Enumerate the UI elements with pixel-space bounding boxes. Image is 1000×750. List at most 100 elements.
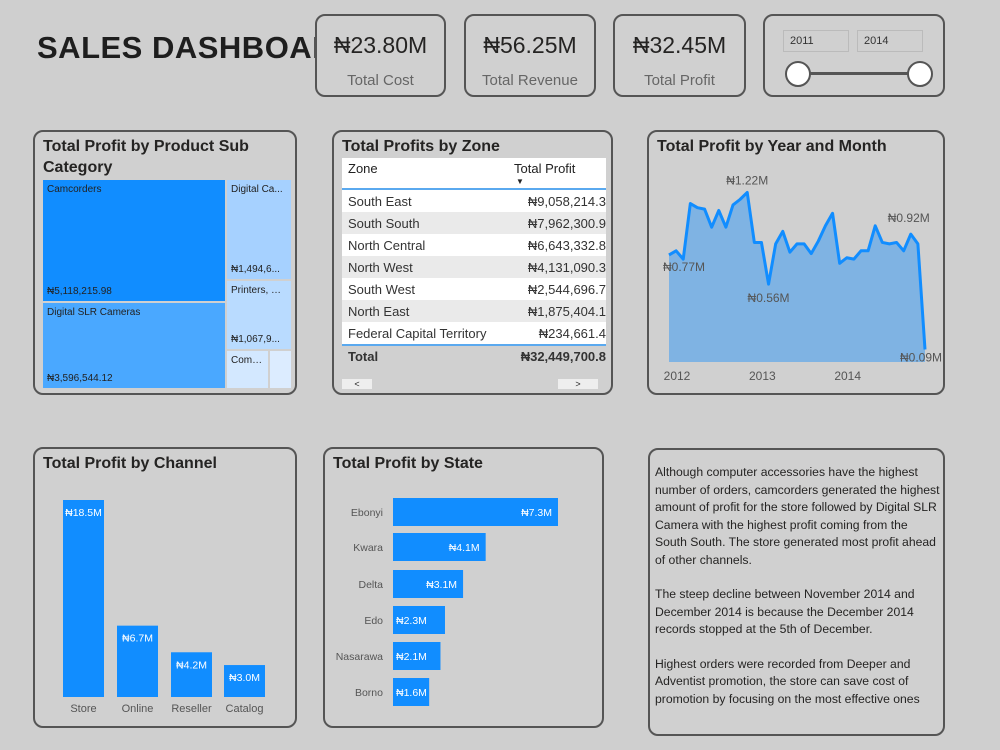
kpi-label: Total Revenue (482, 72, 578, 89)
data-label: ₦1.6M (396, 687, 427, 699)
data-label: ₦2.3M (396, 615, 427, 627)
profit-by-month-panel: Total Profit by Year and Month 2012 2013 2… (647, 130, 945, 395)
data-label: ₦1.22M (726, 173, 768, 187)
scroll-left-button[interactable]: < (342, 379, 372, 389)
state-bar-chart: ₦7.3M Ebonyi ₦4.1M Kwara ₦3.1M Delta ₦2.3M Edo ₦… (336, 498, 558, 706)
kpi-total-cost: ₦23.80M Total Cost (315, 14, 446, 97)
data-label: ₦7.3M (521, 507, 552, 519)
profit-cell: ₦234,661.4 (538, 325, 606, 341)
zone-cell: South East (348, 193, 412, 209)
x-tick-label: 2014 (834, 369, 861, 383)
tile-label: Digital Ca... (231, 184, 283, 195)
kpi-value: ₦32.45M (632, 32, 727, 58)
tile-label: Printers, Sc... (231, 285, 287, 296)
panel-title: Total Profits by Zone (342, 138, 500, 155)
bar-store (63, 500, 104, 697)
table-row[interactable]: South South ₦7,962,300.9 (342, 212, 606, 234)
bar-catalog (224, 665, 265, 697)
table-row[interactable]: South West ₦2,544,696.7 (342, 278, 606, 300)
bar-kwara (393, 533, 486, 561)
table-row[interactable]: North East ₦1,875,404.1 (342, 300, 606, 322)
category-label: Nasarawa (336, 651, 383, 663)
area-line (668, 190, 927, 350)
treemap-tile-other[interactable] (270, 351, 291, 388)
tile-value: ₦3,596,544.12 (47, 373, 113, 384)
treemap-tile-printers[interactable]: Printers, Sc... ₦1,067,9... (227, 281, 291, 349)
treemap-panel: Total Profit by Product Sub Category Cam… (33, 130, 297, 395)
zone-cell: South West (348, 281, 415, 297)
category-label: Kwara (353, 542, 383, 554)
bar-reseller (171, 652, 212, 697)
zone-cell: South South (348, 215, 420, 231)
scroll-right-button[interactable]: > (558, 379, 598, 389)
category-label: Catalog (226, 703, 264, 715)
year-from-input[interactable]: 2011 (783, 30, 849, 52)
data-label: ₦2.1M (396, 651, 427, 663)
note-paragraph: The steep decline between November 2014 … (655, 587, 915, 636)
x-tick-label: 2012 (664, 369, 691, 383)
notes-panel (648, 448, 945, 736)
data-label: ₦0.56M (748, 291, 790, 305)
treemap-tile-digital-cameras[interactable]: Digital Ca... ₦1,494,6... (227, 180, 291, 279)
page-title: SALES DASHBOARD (37, 30, 358, 65)
category-label: Ebonyi (351, 507, 383, 519)
table-row[interactable]: North West ₦4,131,090.3 (342, 256, 606, 278)
total-value: ₦32,449,700.8 (520, 348, 606, 364)
category-label: Delta (358, 579, 383, 591)
channel-bar-chart: ₦18.5M Store ₦6.7M Online ₦4.2M Reseller ₦3.0M… (63, 500, 265, 715)
data-label: ₦0.77M (663, 260, 705, 274)
tile-label: Camcorders (47, 184, 102, 195)
year-slicer: 2011 2014 (763, 14, 945, 97)
column-header-label: Total Profit (514, 161, 576, 176)
slider-handle-end[interactable] (907, 61, 933, 87)
kpi-label: Total Cost (347, 72, 414, 89)
column-header-zone[interactable]: Zone (348, 161, 378, 176)
zone-cell: North West (348, 259, 413, 275)
zone-cell: Federal Capital Territory (348, 325, 487, 341)
kpi-total-revenue: ₦56.25M Total Revenue (464, 14, 596, 97)
table-row[interactable]: South East ₦9,058,214.3 (342, 190, 606, 212)
data-label: ₦3.0M (229, 672, 260, 684)
treemap-tile-computers[interactable]: Comp... (227, 351, 268, 388)
zone-table: Zone Total Profit ▼ South East ₦9,058,214.… (342, 158, 606, 366)
bar-ebonyi (393, 498, 558, 526)
bar-delta (393, 570, 464, 598)
area-chart: 2012 2013 2014 ₦0.77M ₦1.22M ₦0.56M ₦0.92M ₦0.0… (663, 173, 942, 383)
treemap-tile-digital-slr[interactable]: Digital SLR Cameras ₦3,596,544.12 (43, 303, 225, 388)
x-tick-label: 2013 (749, 369, 776, 383)
column-header-total-profit[interactable]: Total Profit ▼ (514, 158, 606, 188)
category-label: Borno (355, 687, 383, 699)
profit-by-channel-panel: Total Profit by Channel ₦18.5M Store ₦6.7M… (33, 447, 297, 728)
year-to-input[interactable]: 2014 (857, 30, 923, 52)
bar-borno (393, 678, 430, 706)
category-label: Online (122, 703, 154, 715)
note-paragraph: Although computer accessories have the h… (655, 465, 940, 567)
treemap-tile-camcorders[interactable]: Camcorders ₦5,118,215.98 (43, 180, 225, 301)
table-header: Zone Total Profit ▼ (342, 158, 606, 190)
panel-title: Total Profit by State (333, 455, 483, 472)
profit-cell: ₦9,058,214.3 (527, 193, 606, 209)
panel-title: Total Profit by Year and Month (657, 138, 887, 155)
table-row[interactable]: Federal Capital Territory ₦234,661.4 (342, 322, 606, 344)
data-label: ₦0.92M (888, 211, 930, 225)
table-row[interactable]: North Central ₦6,643,332.8 (342, 234, 606, 256)
zone-table-panel: Total Profits by Zone Zone Total Profit ▼… (332, 130, 613, 395)
slider-handle-start[interactable] (785, 61, 811, 87)
profit-cell: ₦2,544,696.7 (527, 281, 606, 297)
data-label: ₦18.5M (65, 507, 102, 519)
profit-cell: ₦1,875,404.1 (527, 303, 606, 319)
kpi-label: Total Profit (644, 72, 715, 89)
total-label: Total (348, 348, 379, 364)
zone-cell: North Central (348, 237, 426, 253)
bar-online (117, 625, 158, 697)
bar-edo (393, 606, 445, 634)
data-label: ₦6.7M (122, 633, 153, 645)
profit-cell: ₦7,962,300.9 (527, 215, 606, 231)
notes-text: Although computer accessories have the h… (655, 464, 940, 725)
data-label: ₦4.1M (449, 542, 480, 554)
tile-value: ₦5,118,215.98 (47, 286, 112, 297)
category-label: Store (70, 703, 96, 715)
profit-cell: ₦6,643,332.8 (527, 237, 606, 253)
slider-track[interactable] (795, 72, 919, 75)
kpi-value: ₦23.80M (333, 32, 428, 58)
